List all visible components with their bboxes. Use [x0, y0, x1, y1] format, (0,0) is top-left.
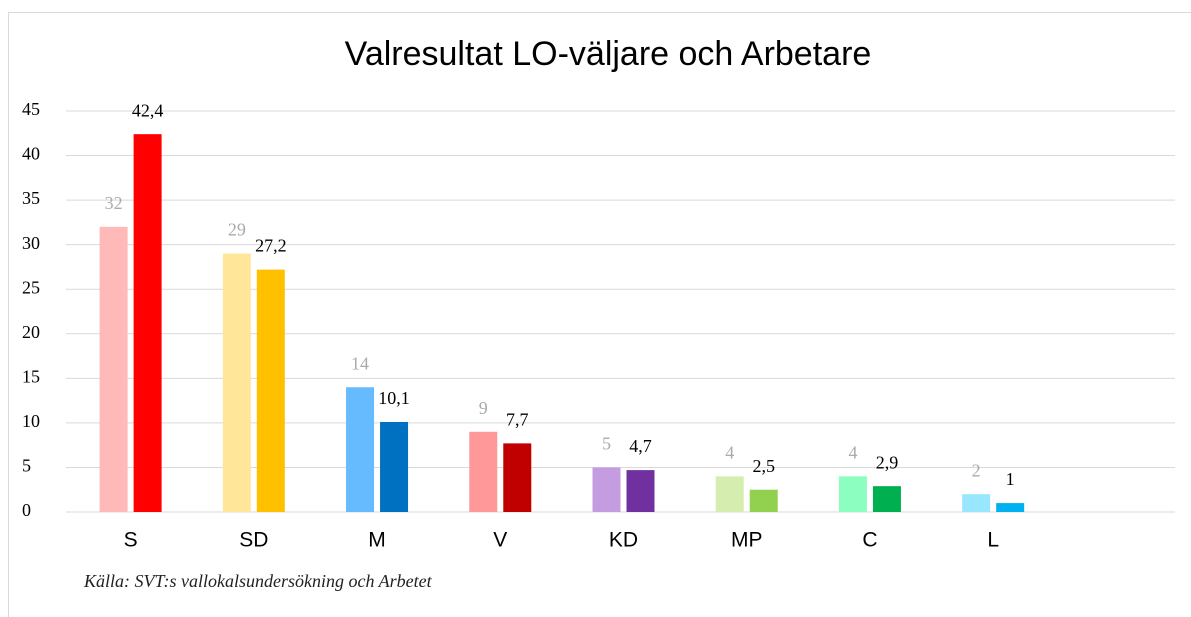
x-tick-label: V	[493, 529, 507, 552]
bar	[99, 226, 128, 512]
y-tick-label: 0	[22, 500, 31, 520]
x-tick-label: S	[124, 529, 138, 552]
chart-title: Valresultat LO-väljare och Arbetare	[345, 35, 872, 73]
bar	[996, 503, 1025, 512]
data-label: 29	[228, 220, 246, 240]
bar	[592, 467, 621, 512]
data-label: 2	[972, 460, 981, 480]
data-label: 2,5	[752, 456, 775, 476]
x-tick-label: C	[862, 529, 877, 552]
data-label: 9	[479, 398, 488, 418]
data-label: 7,7	[506, 410, 529, 430]
data-label: 1	[1006, 469, 1015, 489]
data-label: 2,9	[876, 452, 899, 472]
data-label: 42,4	[132, 100, 164, 120]
y-tick-label: 5	[22, 456, 31, 476]
y-tick-label: 30	[22, 233, 40, 253]
data-label: 4,7	[629, 436, 652, 456]
source-note: Källa: SVT:s vallokalsundersökning och A…	[83, 571, 433, 591]
x-tick-label: L	[987, 529, 999, 552]
data-label: 27,2	[255, 236, 287, 256]
bar	[380, 421, 409, 512]
y-tick-label: 40	[22, 144, 40, 164]
data-label: 5	[602, 434, 611, 454]
data-label: 14	[351, 353, 369, 373]
bar	[838, 476, 867, 512]
y-tick-label: 20	[22, 322, 40, 342]
y-tick-label: 45	[22, 99, 40, 119]
x-tick-label: MP	[731, 529, 763, 552]
data-label: 32	[105, 193, 123, 213]
bar	[503, 443, 532, 512]
bar	[469, 431, 498, 512]
bar	[872, 486, 901, 512]
x-tick-label: M	[368, 529, 386, 552]
x-tick-label: KD	[609, 529, 638, 552]
data-label: 4	[725, 442, 734, 462]
bar	[962, 494, 991, 512]
chart-border	[8, 12, 1191, 617]
data-label: 4	[848, 442, 857, 462]
bar	[256, 269, 285, 512]
bar	[749, 489, 778, 512]
bar	[715, 476, 744, 512]
data-label: 10,1	[378, 388, 410, 408]
y-tick-label: 15	[22, 366, 40, 386]
y-tick-label: 35	[22, 188, 40, 208]
bar	[346, 387, 375, 512]
bar	[626, 470, 655, 512]
bar	[133, 134, 162, 512]
y-tick-label: 25	[22, 277, 40, 297]
y-tick-label: 10	[22, 411, 40, 431]
bar	[222, 253, 251, 513]
x-tick-label: SD	[239, 529, 268, 552]
